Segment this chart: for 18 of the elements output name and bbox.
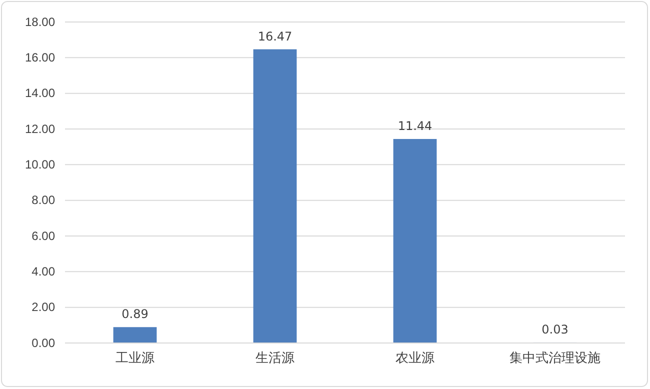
data-label: 11.44: [398, 118, 432, 133]
y-tick-label: 10.00: [24, 158, 56, 172]
y-tick-label: 8.00: [32, 193, 56, 208]
y-tick-label: 12.00: [24, 122, 56, 136]
x-tick-label: 集中式治理设施: [510, 350, 600, 366]
x-tick-label: 生活源: [256, 350, 294, 366]
data-label: 0.03: [542, 322, 568, 336]
y-tick-label: 18.00: [24, 14, 56, 29]
data-label: 16.47: [258, 29, 292, 44]
y-tick-label: 16.00: [24, 50, 56, 65]
y-tick-label: 2.00: [32, 300, 56, 314]
y-tick-label: 6.00: [32, 228, 56, 243]
x-tick-label: 工业源: [116, 350, 154, 366]
x-tick-label: 农业源: [396, 350, 434, 366]
y-tick-label: 14.00: [24, 86, 56, 100]
y-tick-label: 4.00: [32, 264, 56, 279]
y-tick-label: 0.00: [32, 336, 56, 350]
data-label: 0.89: [122, 307, 148, 322]
